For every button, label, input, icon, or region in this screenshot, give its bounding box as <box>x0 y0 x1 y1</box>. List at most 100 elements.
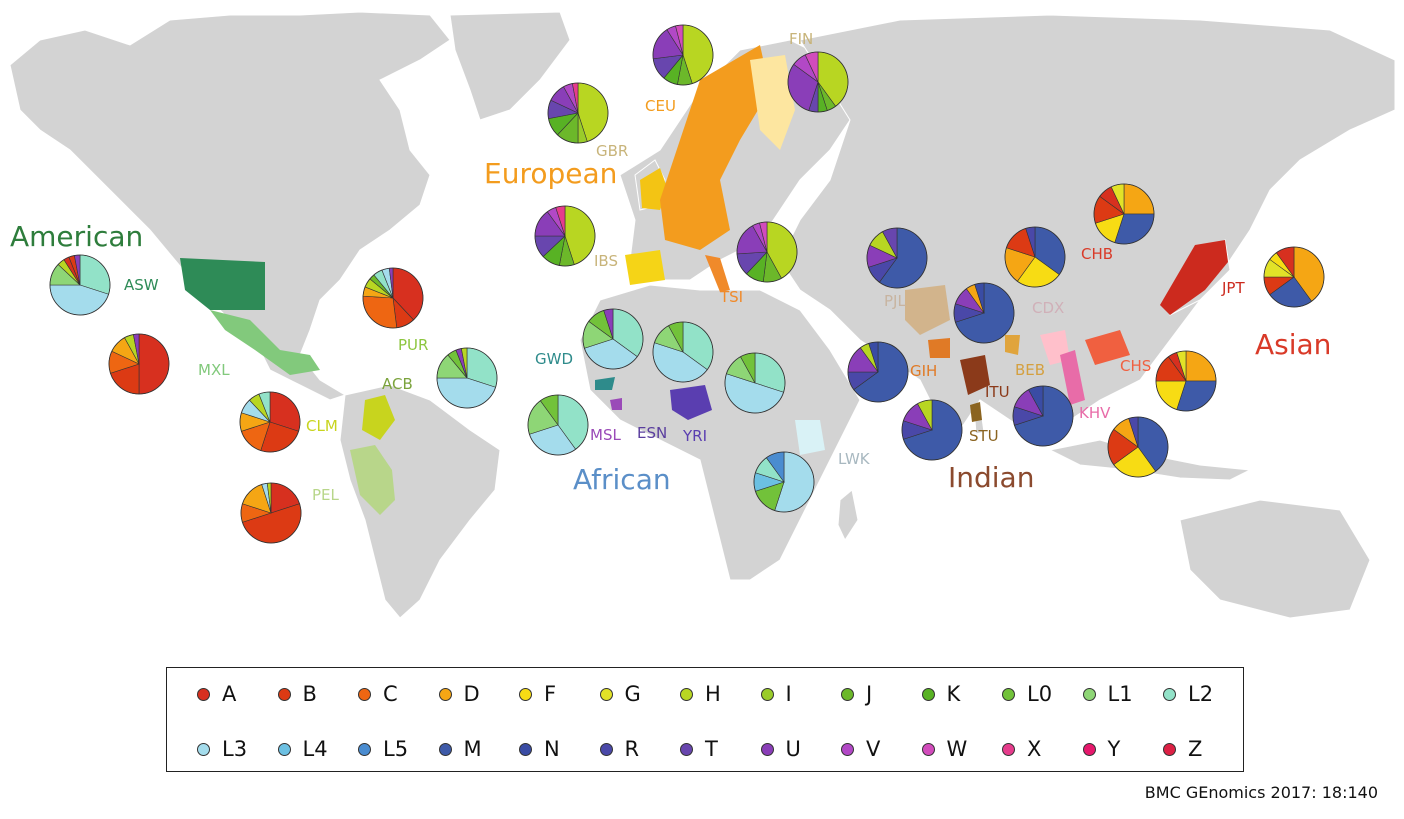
legend-swatch <box>1082 742 1096 756</box>
legend-label: L0 <box>1027 682 1053 706</box>
population-label-beb: BEB <box>1015 361 1045 379</box>
legend-label: B <box>302 682 317 706</box>
population-label-pel: PEL <box>312 486 340 504</box>
population-label-cdx: CDX <box>1032 299 1064 317</box>
haplogroup-legend: A B C D F G H I J K L0 L1 L2 L3 L4 L5 M N R T U V W X Y Z <box>166 667 1244 772</box>
legend-label: C <box>383 682 398 706</box>
legend-label: N <box>544 737 560 761</box>
population-label-pjl: PJL <box>884 292 906 310</box>
pie-outline <box>547 82 609 144</box>
legend-swatch <box>760 687 774 701</box>
population-label-fin: FIN <box>789 30 813 48</box>
legend-swatch <box>358 687 371 701</box>
population-label-tsi: TSI <box>719 288 743 306</box>
pie-outline <box>847 341 909 403</box>
pie-stu <box>901 399 963 461</box>
pie-gbr <box>547 82 609 144</box>
pie-ibs <box>534 205 596 267</box>
group-label-european: European <box>484 157 617 190</box>
population-label-chs: CHS <box>1120 357 1151 375</box>
population-label-jpt: JPT <box>1221 279 1245 297</box>
pie-outline <box>1093 183 1155 245</box>
legend-item-j: J <box>841 682 872 706</box>
pie-yri <box>724 352 786 414</box>
pie-outline <box>436 347 498 409</box>
legend-swatch <box>1002 742 1015 756</box>
legend-item-r: R <box>599 737 640 761</box>
pie-pjl <box>866 227 928 289</box>
legend-item-y: Y <box>1082 737 1120 761</box>
legend-swatch <box>197 687 210 701</box>
legend-item-k: K <box>921 682 960 706</box>
pie-esn <box>652 321 714 383</box>
population-label-khv: KHV <box>1079 404 1111 422</box>
pie-pur <box>362 267 424 329</box>
pie-outline <box>866 227 928 289</box>
legend-label: L2 <box>1188 682 1214 706</box>
legend-label: F <box>544 682 557 706</box>
pie-outline <box>1155 350 1217 412</box>
pie-outline <box>1107 416 1169 478</box>
pie-itu <box>1012 385 1074 447</box>
legend-label: L4 <box>302 737 328 761</box>
pie-clm <box>239 391 301 453</box>
pie-gih <box>847 341 909 403</box>
population-label-asw: ASW <box>124 276 159 294</box>
legend-item-l0: L0 <box>1002 682 1052 706</box>
pie-outline <box>953 282 1015 344</box>
population-label-yri: YRI <box>682 427 707 445</box>
population-regions <box>180 45 1228 515</box>
legend-swatch <box>438 742 452 756</box>
population-label-acb: ACB <box>382 375 413 393</box>
pie-outline <box>108 333 170 395</box>
legend-item-b: B <box>277 682 317 706</box>
legend-label: L1 <box>1107 682 1133 706</box>
pie-outline <box>362 267 424 329</box>
legend-label: Z <box>1188 737 1203 761</box>
legend-label: H <box>705 682 721 706</box>
pie-tsi <box>736 221 798 283</box>
legend-label: J <box>866 682 873 706</box>
legend-swatch <box>1002 687 1015 701</box>
pie-gwd <box>582 308 644 370</box>
pie-outline <box>753 451 815 513</box>
population-label-chb: CHB <box>1081 245 1113 263</box>
legend-swatch <box>680 742 693 756</box>
pie-outline <box>787 51 849 113</box>
legend-label: T <box>705 737 718 761</box>
legend-item-l4: L4 <box>277 737 328 761</box>
legend-label: U <box>785 737 801 761</box>
pie-outline <box>652 321 714 383</box>
pie-asw <box>49 254 111 316</box>
population-label-gbr: GBR <box>596 142 628 160</box>
legend-item-t: T <box>680 737 718 761</box>
legend-swatch <box>358 742 371 756</box>
population-label-ibs: IBS <box>594 252 618 270</box>
legend-item-d: D <box>438 682 480 706</box>
pie-msl <box>527 394 589 456</box>
legend-item-z: Z <box>1163 737 1202 761</box>
pie-outline <box>240 482 302 544</box>
pie-fin <box>787 51 849 113</box>
population-label-ceu: CEU <box>645 97 676 115</box>
legend-item-u: U <box>760 737 801 761</box>
legend-swatch <box>1082 687 1096 701</box>
pie-outline <box>1004 226 1066 288</box>
legend-swatch <box>277 687 291 701</box>
legend-swatch <box>760 742 774 756</box>
population-label-mxl: MXL <box>198 361 230 379</box>
legend-swatch <box>1163 742 1176 756</box>
pie-outline <box>239 391 301 453</box>
legend-item-a: A <box>197 682 236 706</box>
legend-item-l2: L2 <box>1163 682 1213 706</box>
pie-outline <box>1012 385 1074 447</box>
legend-swatch <box>519 687 532 701</box>
population-label-pur: PUR <box>398 336 428 354</box>
legend-item-i: I <box>760 682 792 706</box>
world-map: American European African Indian Asian A… <box>10 12 1395 618</box>
legend-label: R <box>624 737 640 761</box>
legend-label: X <box>1027 737 1042 761</box>
legend-item-f: F <box>519 682 556 706</box>
pie-beb <box>953 282 1015 344</box>
pie-acb <box>436 347 498 409</box>
